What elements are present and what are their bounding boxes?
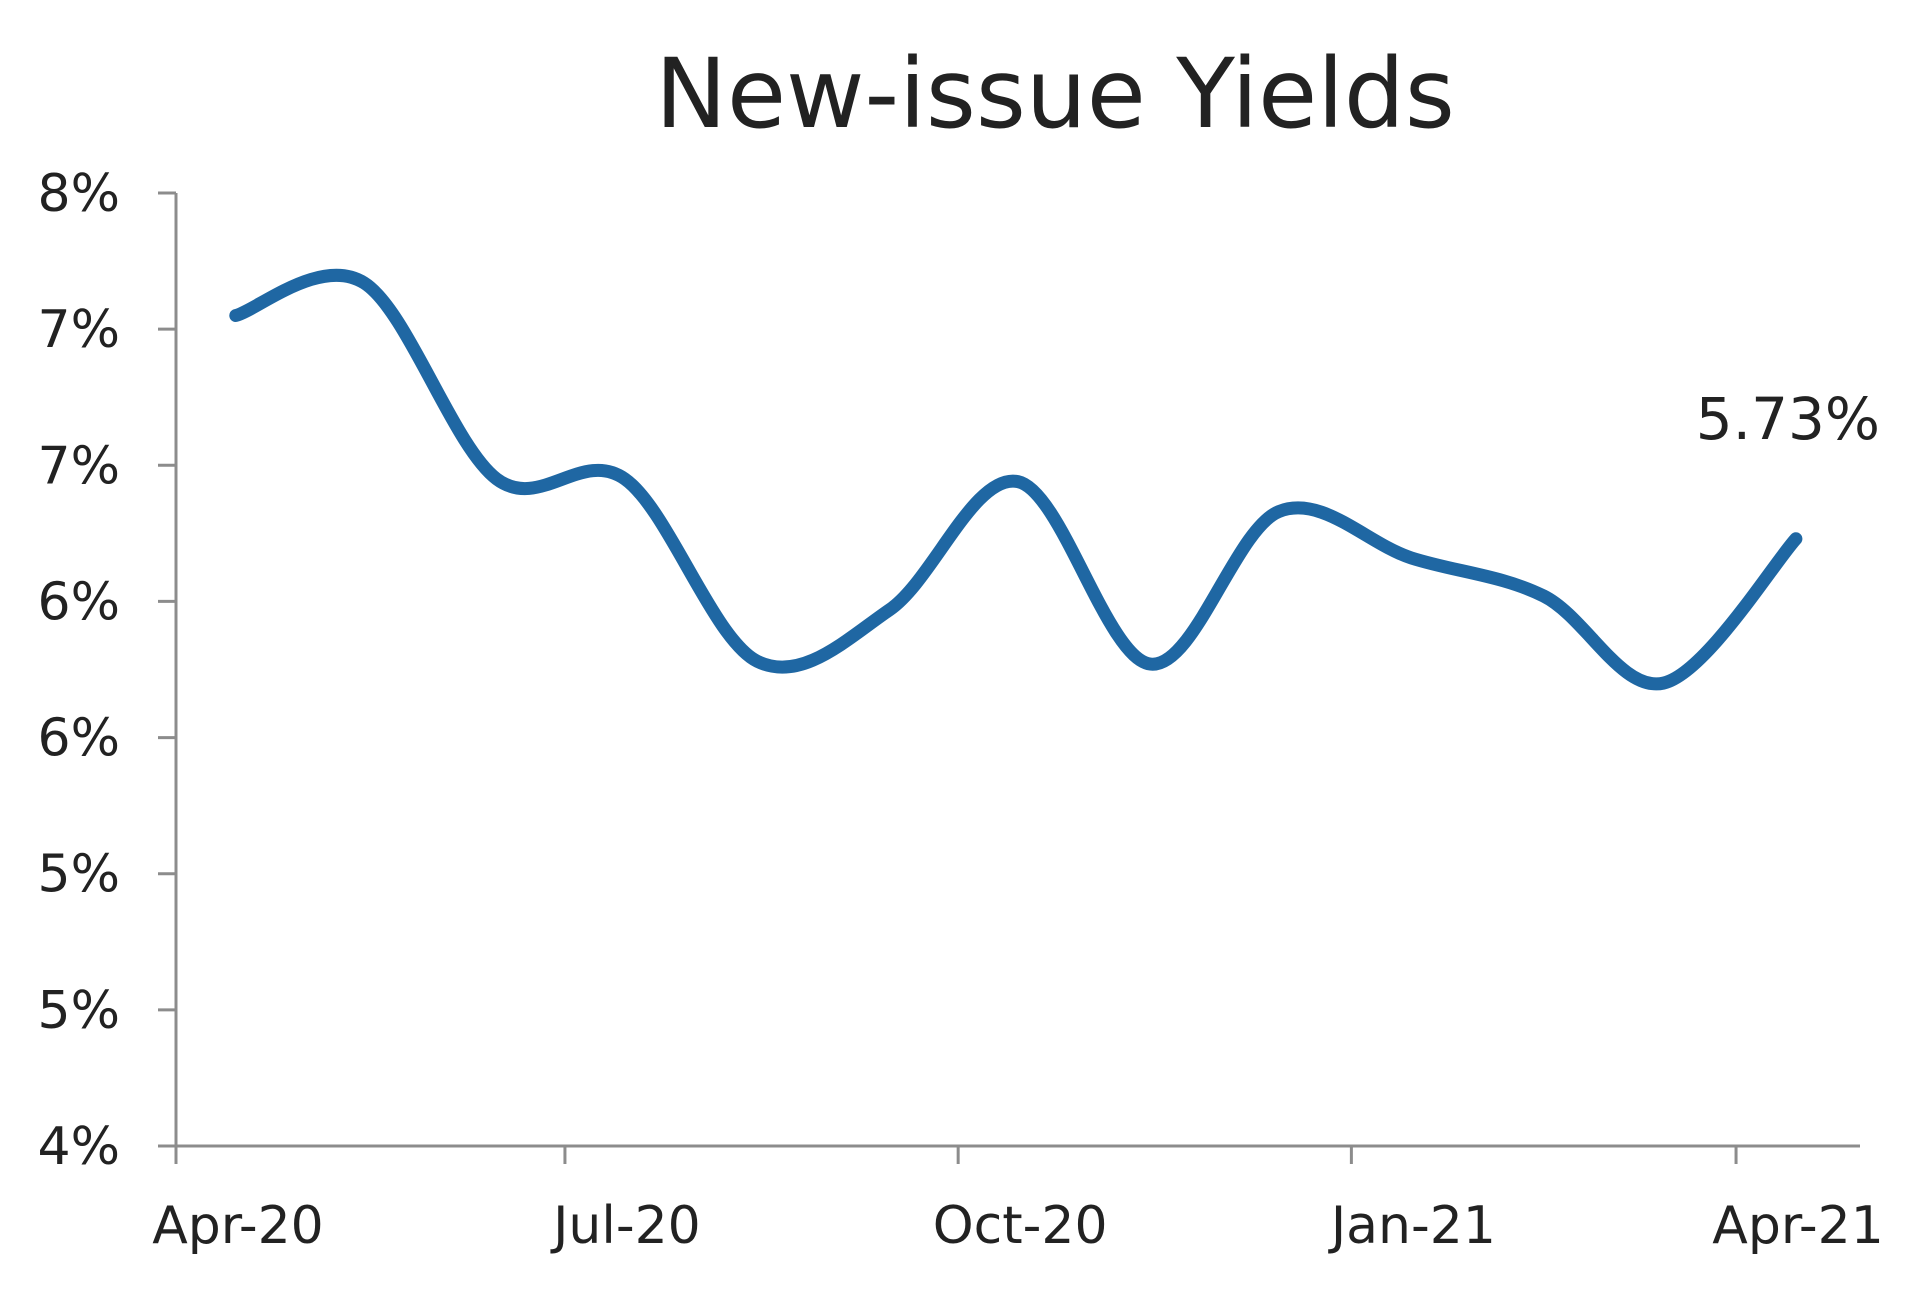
x-tick-label: Jan-21 [1328, 1196, 1496, 1256]
y-tick-label: 7% [38, 436, 121, 496]
x-tick-label: Apr-21 [1712, 1196, 1884, 1256]
y-tick-label: 8% [38, 164, 121, 224]
y-tick-label: 6% [38, 572, 121, 632]
x-tick-label: Oct-20 [933, 1196, 1108, 1256]
x-tick-label: Jul-20 [550, 1196, 701, 1256]
chart-title: New-issue Yields [655, 38, 1455, 150]
y-axis: 4% 5% 5% 6% 6% 7% 7% 8% [38, 164, 178, 1177]
y-tick-label: 5% [38, 845, 121, 905]
y-tick-label: 4% [38, 1117, 121, 1177]
x-axis: Apr-20 Jul-20 Oct-20 Jan-21 Apr-21 [152, 1144, 1884, 1256]
series-layer [229, 268, 1803, 691]
y-tick-label: 6% [38, 709, 121, 769]
last-value-label: 5.73% [1696, 385, 1880, 453]
x-tick-label: Apr-20 [152, 1196, 324, 1256]
annotation-layer: 5.73% [1696, 385, 1880, 453]
y-tick-label: 5% [38, 981, 121, 1041]
series-line [229, 268, 1803, 691]
y-tick-label: 7% [38, 300, 121, 360]
